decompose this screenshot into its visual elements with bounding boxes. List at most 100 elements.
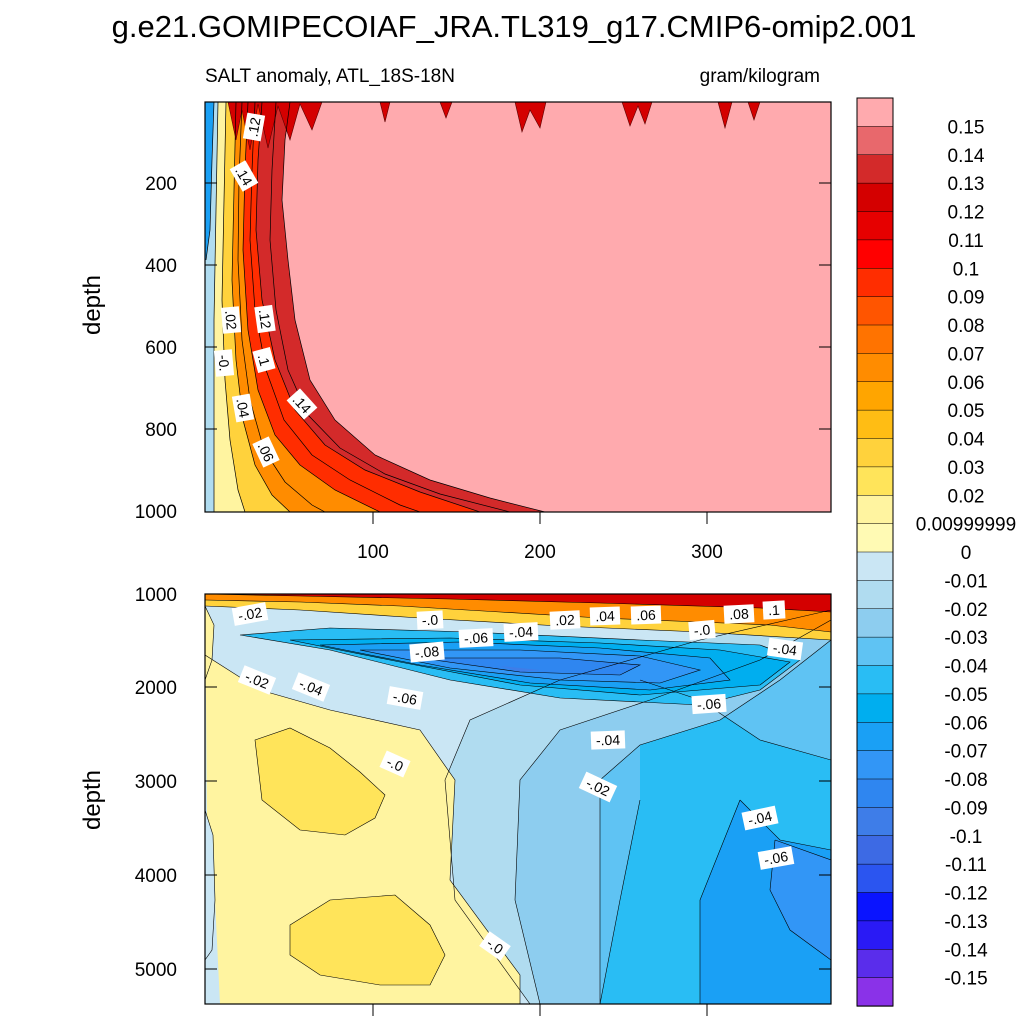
bottom-contour-label: -.06 xyxy=(757,846,795,870)
colorbar-swatch xyxy=(856,750,894,780)
colorbar-label: 0.13 xyxy=(948,174,985,195)
bottom-contour-label-text: .06 xyxy=(636,607,656,624)
bottom-axis-ticks xyxy=(205,686,831,1016)
bottom-contour-label-text: -.04 xyxy=(747,808,774,829)
top-contour-label-text: .12 xyxy=(256,308,275,330)
bottom-contour-labels: -.02 -.0 -.06 -.04 .02 .04 xyxy=(231,600,804,961)
top-contour-label: .02 xyxy=(220,306,242,334)
bottom-contour-label: -.04 xyxy=(766,637,804,661)
bottom-ytick-labels: 1000 2000 3000 4000 5000 xyxy=(135,585,177,981)
bottom-positive-lobe-lower xyxy=(290,895,445,985)
top-ytick-label: 200 xyxy=(145,174,177,195)
colorbar-swatch xyxy=(856,665,894,695)
top-plot-area xyxy=(205,102,831,512)
bottom-contour-6 xyxy=(319,641,731,691)
colorbar-swatch xyxy=(856,551,894,582)
bottom-contour-10 xyxy=(514,619,831,1004)
bottom-contour-8 xyxy=(419,657,642,676)
colorbar-swatch xyxy=(856,353,894,383)
bottom-contour-label-text: -.0 xyxy=(384,753,406,774)
top-ytick-label: 800 xyxy=(145,420,177,441)
colorbar-swatch xyxy=(856,409,894,440)
top-front-deepblue xyxy=(205,102,214,260)
colorbar-label: -0.12 xyxy=(944,884,987,905)
bottom-contour-label-text: -.06 xyxy=(763,848,790,868)
bottom-contour-label-text: -.06 xyxy=(464,629,489,646)
colorbar-swatch xyxy=(856,296,894,326)
colorbar: 0.15 0.14 0.13 0.12 0.11 0.1 0.09 0.08 0.07 0.06 0… xyxy=(856,97,1016,1007)
colorbar-swatch xyxy=(856,920,894,950)
colorbar-label: 0.15 xyxy=(948,117,985,138)
colorbar-swatch xyxy=(856,239,894,269)
colorbar-label: -0.08 xyxy=(944,770,987,791)
colorbar-swatch xyxy=(856,324,894,355)
bottom-contour-label: .08 xyxy=(723,604,755,624)
bottom-contour-19 xyxy=(254,727,386,836)
top-contour-lines xyxy=(205,102,546,512)
top-subtitle-left: SALT anomaly, ATL_18S-18N xyxy=(205,66,455,87)
colorbar-label: -0.04 xyxy=(944,657,988,678)
top-contour-label: -0. xyxy=(213,349,235,377)
bottom-contour-20 xyxy=(289,894,446,986)
colorbar-label: 0.03 xyxy=(948,458,985,479)
colorbar-swatch xyxy=(856,580,894,610)
colorbar-swatch xyxy=(856,268,894,298)
bottom-contour-label: -.0 xyxy=(379,750,411,778)
bottom-contour-label: -.08 xyxy=(409,641,445,663)
colorbar-swatch xyxy=(856,381,894,411)
top-ytick-label: 400 xyxy=(145,256,177,277)
bottom-contour-label-text: -.02 xyxy=(237,604,264,624)
colorbar-label: -0.07 xyxy=(944,742,987,763)
top-contour-label-text: .04 xyxy=(233,397,252,419)
top-panel: SALT anomaly, ATL_18S-18N gram/kilogram xyxy=(79,66,832,563)
top-contour-8 xyxy=(221,102,246,512)
bottom-upper-core-6 xyxy=(500,666,540,672)
bottom-positive-lobe-upper xyxy=(255,728,385,835)
bottom-contour-label: -.02 xyxy=(231,602,269,626)
colorbar-swatch xyxy=(856,126,894,156)
colorbar-label: -0.01 xyxy=(944,571,987,592)
top-contour-3 xyxy=(255,102,481,512)
bottom-contour-label-text: -.08 xyxy=(414,643,440,661)
top-contour-label: .14 xyxy=(229,160,259,192)
colorbar-swatch xyxy=(856,154,894,184)
bottom-ytick-label: 4000 xyxy=(135,866,177,887)
bottom-ytick-label: 5000 xyxy=(135,960,177,981)
bottom-contour-label-text: -.06 xyxy=(392,688,419,708)
colorbar-label: 0.14 xyxy=(948,146,985,167)
bottom-contour-label: -.0 xyxy=(688,619,716,641)
colorbar-swatch xyxy=(856,977,894,1007)
top-contour-label: .06 xyxy=(252,436,280,468)
colorbar-swatch xyxy=(856,892,894,922)
bottom-contour-label-text: -.0 xyxy=(484,935,507,958)
top-contour-label: .04 xyxy=(231,393,255,423)
top-contour-1 xyxy=(281,102,546,512)
bottom-contour-label-text: .1 xyxy=(768,602,781,619)
colorbar-swatch xyxy=(856,438,894,468)
bottom-ylabel: depth xyxy=(79,770,106,830)
top-surface-spikes xyxy=(227,102,761,151)
colorbar-label: 0.1 xyxy=(953,259,979,280)
top-contour-7 xyxy=(231,102,291,512)
bottom-west-blue xyxy=(205,810,215,960)
colorbar-label: 0.08 xyxy=(948,316,985,337)
bottom-contour-label-text: .02 xyxy=(555,611,575,628)
top-xtick-labels: 100 200 300 xyxy=(357,542,723,563)
top-contour-label: .1 xyxy=(252,347,276,373)
colorbar-swatch xyxy=(856,949,894,979)
bottom-contour-label-text: -.0 xyxy=(693,621,711,638)
bottom-contour-label: -.02 xyxy=(237,665,277,695)
top-contour-10 xyxy=(205,102,215,261)
colorbar-label: -0.02 xyxy=(944,600,987,621)
top-contour-9 xyxy=(213,102,219,512)
bottom-contour-label: -.06 xyxy=(691,693,727,715)
figure-title: g.e21.GOMIPECOIAF_JRA.TL319_g17.CMIP6-om… xyxy=(112,9,917,44)
bottom-contour-label: -.04 xyxy=(291,672,331,702)
colorbar-swatch xyxy=(856,722,894,752)
bottom-contour-label-text: -.06 xyxy=(696,695,721,713)
colorbar-label: -0.05 xyxy=(944,685,987,706)
top-contour-label-text: -0. xyxy=(215,354,232,372)
bottom-contour-21 xyxy=(205,809,216,961)
top-xtick-label: 200 xyxy=(524,542,556,563)
bottom-contour-label-text: -.04 xyxy=(772,639,798,658)
